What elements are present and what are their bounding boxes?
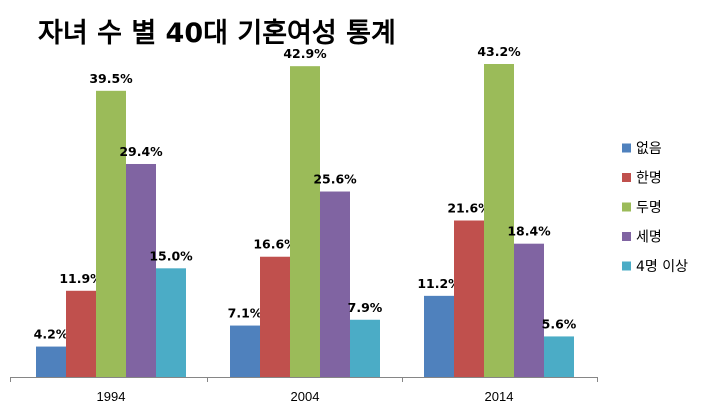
- bar-1994-series-1: [66, 290, 96, 377]
- x-tick-label-2004: 2004: [291, 389, 320, 404]
- plot-area: 4.2% 7.1% 11.2% 11.9% 16.6% 21.6% 39.5% 42.9% 43…: [10, 44, 598, 404]
- bar-2004-series-2: [290, 66, 320, 377]
- data-label-1994-series-0: 4.2%: [34, 327, 69, 342]
- data-label-1994-series-4: 15.0%: [149, 248, 193, 263]
- legend-label-series-2: 두명: [636, 200, 662, 216]
- bar-2014-series-4: [544, 336, 574, 377]
- data-label-2004-series-1: 16.6%: [253, 237, 297, 252]
- data-label-1994-series-2: 39.5%: [89, 71, 133, 86]
- data-label-2014-series-1: 21.6%: [447, 201, 491, 216]
- bar-2014-series-2: [484, 64, 514, 377]
- bar-2004-series-0: [230, 325, 260, 377]
- data-label-1994-series-3: 29.4%: [119, 144, 163, 159]
- legend-swatch-series-0: [622, 143, 631, 153]
- data-label-2014-series-2: 43.2%: [477, 44, 521, 59]
- data-label-2014-series-3: 18.4%: [507, 224, 551, 239]
- x-tick-label-1994: 1994: [97, 389, 126, 404]
- legend-swatch-series-4: [622, 261, 631, 271]
- x-tick-label-2014: 2014: [485, 389, 514, 404]
- legend-label-series-0: 없음: [636, 141, 662, 157]
- data-label-1994-series-1: 11.9%: [59, 271, 103, 286]
- bar-2004-series-3: [320, 191, 350, 377]
- bar-2004-series-4: [350, 319, 380, 377]
- bar-1994-series-2: [96, 90, 126, 378]
- data-label-2004-series-3: 25.6%: [313, 172, 357, 187]
- legend-swatch-series-2: [622, 202, 631, 212]
- legend-swatch-series-1: [622, 173, 631, 182]
- data-label-2004-series-2: 42.9%: [283, 46, 327, 61]
- bar-1994-series-0: [36, 346, 66, 377]
- bar-2004-series-1: [260, 256, 290, 377]
- legend-label-series-4: 4명 이상: [636, 259, 688, 275]
- legend-label-series-3: 세명: [636, 230, 662, 246]
- bar-1994-series-3: [126, 163, 156, 377]
- data-label-2014-series-4: 5.6%: [542, 316, 577, 331]
- bar-2014-series-3: [514, 243, 544, 377]
- bar-2014-series-1: [454, 220, 484, 377]
- chart-title: 자녀 수 별 40대 기혼여성 통계: [38, 18, 396, 49]
- bar-1994-series-4: [156, 268, 186, 377]
- legend-swatch-series-3: [622, 232, 631, 241]
- data-label-2004-series-4: 7.9%: [348, 300, 383, 315]
- legend-label-series-1: 한명: [636, 171, 662, 187]
- data-label-2014-series-0: 11.2%: [417, 276, 461, 291]
- data-label-2004-series-0: 7.1%: [228, 306, 263, 321]
- bar-2014-series-0: [424, 295, 454, 377]
